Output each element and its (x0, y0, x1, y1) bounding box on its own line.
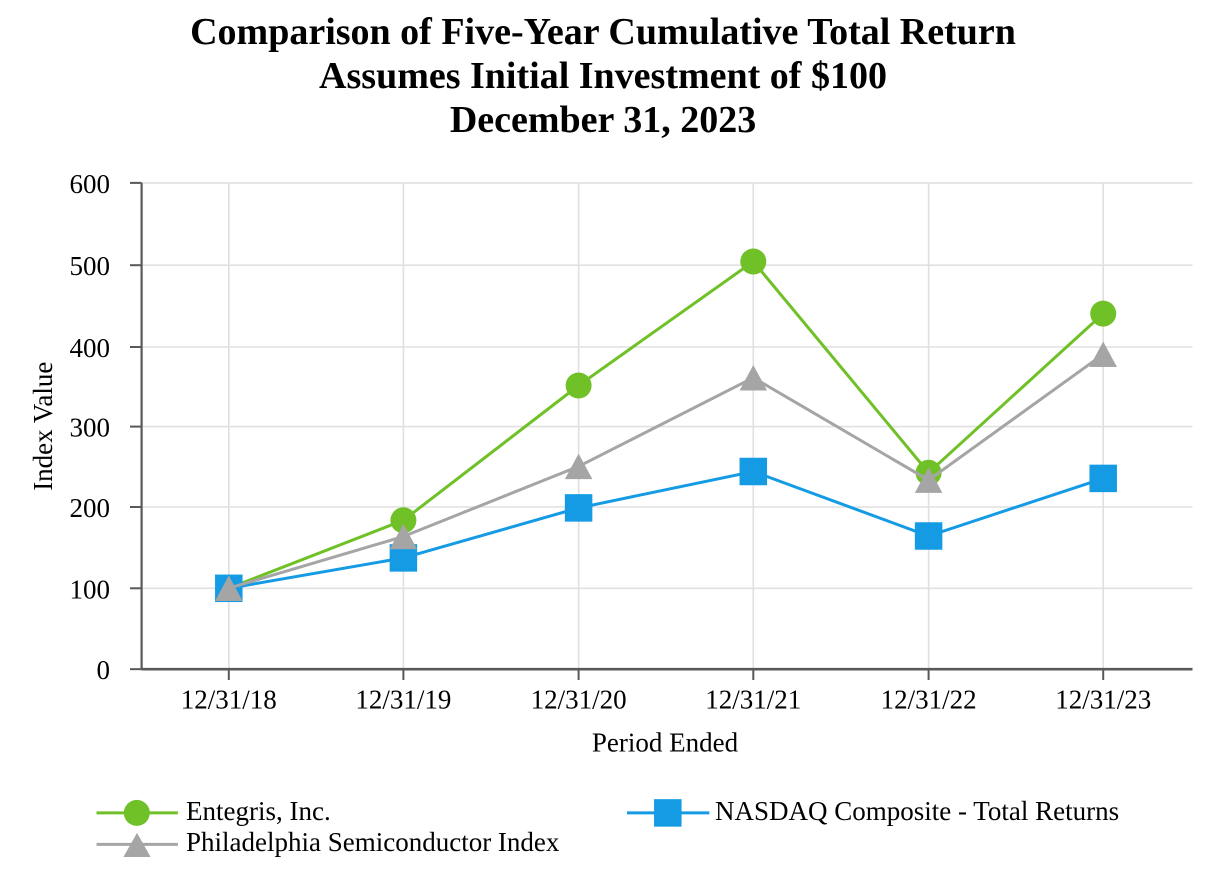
svg-text:Comparison of Five-Year Cumula: Comparison of Five-Year Cumulative Total… (190, 11, 1016, 53)
svg-text:December 31, 2023: December 31, 2023 (450, 99, 756, 141)
svg-text:Assumes Initial Investment of: Assumes Initial Investment of $100 (319, 55, 887, 97)
svg-text:400: 400 (70, 333, 111, 363)
svg-text:NASDAQ Composite - Total Retur: NASDAQ Composite - Total Returns (715, 796, 1119, 826)
svg-text:12/31/21: 12/31/21 (705, 685, 801, 715)
svg-text:Period Ended: Period Ended (592, 727, 739, 757)
svg-text:200: 200 (70, 493, 111, 523)
svg-text:12/31/20: 12/31/20 (531, 685, 627, 715)
svg-text:Entegris, Inc.: Entegris, Inc. (186, 796, 331, 826)
svg-text:12/31/19: 12/31/19 (355, 685, 451, 715)
svg-text:300: 300 (70, 413, 111, 443)
svg-text:12/31/23: 12/31/23 (1055, 685, 1151, 715)
svg-text:Philadelphia Semiconductor Ind: Philadelphia Semiconductor Index (186, 827, 560, 857)
svg-text:Index Value: Index Value (28, 362, 58, 491)
svg-text:500: 500 (70, 251, 111, 281)
svg-text:12/31/22: 12/31/22 (881, 685, 977, 715)
svg-text:0: 0 (97, 655, 111, 685)
svg-text:100: 100 (70, 574, 111, 604)
svg-text:12/31/18: 12/31/18 (181, 685, 277, 715)
svg-text:600: 600 (70, 169, 111, 199)
